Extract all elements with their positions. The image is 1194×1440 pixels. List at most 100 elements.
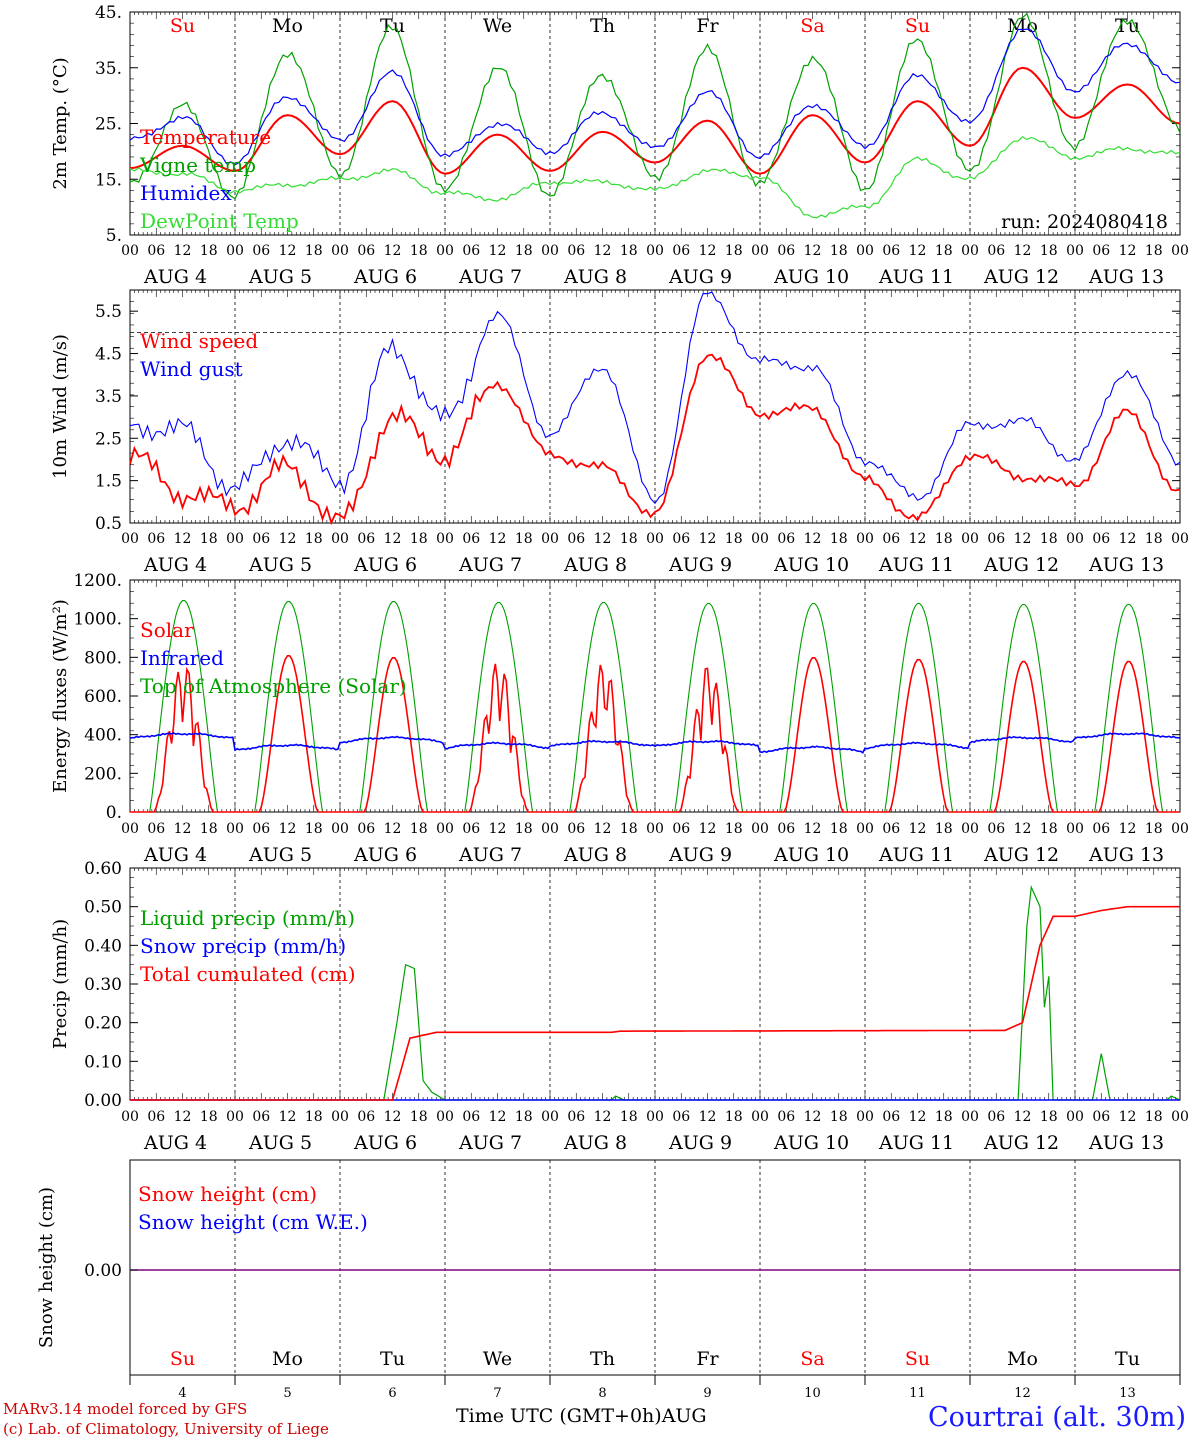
temp-panel-hour-label: 00 — [331, 243, 349, 259]
temp-weekday: Sa — [800, 15, 824, 37]
precip-panel-hour-label: 12 — [279, 1109, 297, 1125]
energy-panel-hour-label: 06 — [777, 821, 795, 837]
wind-panel-hour-label: 18 — [725, 531, 743, 547]
energy-panel-ytick-label: 600. — [84, 687, 122, 707]
wind-panel-hour-label: 18 — [620, 531, 638, 547]
energy-panel-hour-label: 12 — [489, 821, 507, 837]
precip-panel-hour-label: 00 — [121, 1109, 139, 1125]
precip-panel-hour-label: 12 — [489, 1109, 507, 1125]
wind-panel-hour-label: 00 — [121, 531, 139, 547]
wind-panel-hour-label: 06 — [672, 531, 690, 547]
wind-legend-0: Wind speed — [140, 329, 258, 353]
precip-legend-2: Total cumulated (cm) — [140, 962, 356, 986]
precip-panel-hour-label: 18 — [830, 1109, 848, 1125]
energy-panel-date-label: AUG 10 — [773, 844, 849, 866]
energy-panel-hour-label: 06 — [987, 821, 1005, 837]
precip-panel-hour-label: 12 — [1014, 1109, 1032, 1125]
precip-panel-hour-label: 06 — [462, 1109, 480, 1125]
energy-panel-ylabel: Energy fluxes (W/m²) — [50, 599, 71, 793]
wind-panel-hour-label: 00 — [856, 531, 874, 547]
precip-panel-hour-label: 06 — [672, 1109, 690, 1125]
temp-panel-hour-label: 18 — [515, 243, 533, 259]
temp-panel-hour-label: 00 — [856, 243, 874, 259]
wind-panel-hour-label: 06 — [147, 531, 165, 547]
precip-panel-hour-label: 18 — [1040, 1109, 1058, 1125]
temp-panel-hour-label: 00 — [1066, 243, 1084, 259]
precip-panel-hour-label: 12 — [1119, 1109, 1137, 1125]
wind-panel-hour-label: 18 — [305, 531, 323, 547]
precip-series-total — [130, 905, 1180, 1101]
wind-panel-ytick-label: 4.5 — [95, 345, 122, 365]
bottom-day-number: 5 — [283, 1386, 291, 1401]
energy-legend-1: Infrared — [140, 646, 224, 670]
energy-panel-hour-label: 00 — [646, 821, 664, 837]
wind-panel-date-label: AUG 12 — [983, 554, 1059, 576]
energy-panel-hour-label: 18 — [830, 821, 848, 837]
energy-panel-hour-label: 06 — [147, 821, 165, 837]
wind-panel-hour-label: 06 — [357, 531, 375, 547]
temp-panel-ytick-label: 45. — [95, 3, 122, 23]
energy-panel-date-label: AUG 8 — [563, 844, 627, 866]
precip-panel-ylabel: Precip (mm/h) — [50, 919, 71, 1049]
temp-panel-hour-label: 12 — [174, 243, 192, 259]
energy-panel-hour-label: 06 — [252, 821, 270, 837]
temp-panel-hour-label: 12 — [909, 243, 927, 259]
precip-panel-ytick-label: 0.20 — [84, 1014, 122, 1034]
temp-panel-ytick-label: 15. — [95, 170, 122, 190]
precip-panel-hour-label: 12 — [384, 1109, 402, 1125]
wind-panel-date-label: AUG 13 — [1088, 554, 1164, 576]
temp-panel-date-label: AUG 10 — [773, 266, 849, 288]
wind-panel-hour-label: 12 — [699, 531, 717, 547]
wind-panel-hour-label: 06 — [777, 531, 795, 547]
energy-panel-hour-label: 18 — [1040, 821, 1058, 837]
temp-panel-hour-label: 12 — [594, 243, 612, 259]
energy-panel-ytick-label: 200. — [84, 764, 122, 784]
temp-panel-hour-label: 12 — [489, 243, 507, 259]
snow-legend-0: Snow height (cm) — [138, 1182, 317, 1206]
precip-panel-hour-label: 00 — [961, 1109, 979, 1125]
energy-panel-ytick-label: 800. — [84, 648, 122, 668]
energy-panel-hour-label: 12 — [279, 821, 297, 837]
temp-panel-hour-label: 06 — [672, 243, 690, 259]
energy-panel-hour-label: 00 — [121, 821, 139, 837]
temp-series-2 — [129, 28, 1181, 166]
wind-panel-ylabel: 10m Wind (m/s) — [50, 334, 71, 479]
temp-weekday: Mo — [272, 15, 303, 37]
temp-panel-hour-label: 18 — [935, 243, 953, 259]
snow-weekday: Th — [590, 1348, 615, 1370]
wind-panel-hour-label: 18 — [515, 531, 533, 547]
wind-panel-date-label: AUG 4 — [143, 554, 207, 576]
energy-panel-hour-label: 18 — [1145, 821, 1163, 837]
bottom-day-number: 13 — [1119, 1386, 1136, 1401]
energy-panel-hour-label: 00 — [751, 821, 769, 837]
wind-panel-hour-label: 06 — [987, 531, 1005, 547]
wind-panel-hour-label: 06 — [882, 531, 900, 547]
energy-panel-hour-label: 18 — [305, 821, 323, 837]
wind-panel-hour-label: 00 — [751, 531, 769, 547]
temp-series-0 — [129, 66, 1181, 175]
precip-panel-hour-label: 06 — [777, 1109, 795, 1125]
precip-panel-date-label: AUG 12 — [983, 1132, 1059, 1154]
model-credit: MARv3.14 model forced by GFS — [3, 1400, 248, 1418]
energy-panel-hour-label: 00 — [226, 821, 244, 837]
precip-panel-hour-label: 12 — [594, 1109, 612, 1125]
wind-panel-ytick-label: 1.5 — [95, 472, 122, 492]
energy-panel-date-label: AUG 7 — [458, 844, 522, 866]
temp-panel-date-label: AUG 13 — [1088, 266, 1164, 288]
energy-panel-ytick-label: 1000. — [73, 610, 122, 630]
wind-panel-hour-label: 18 — [200, 531, 218, 547]
snow-weekday: Tu — [380, 1348, 405, 1370]
snow-weekday: Sa — [800, 1348, 824, 1370]
bottom-day-number: 4 — [178, 1386, 186, 1401]
precip-panel-hour-label: 06 — [567, 1109, 585, 1125]
precip-panel-hour-label: 00 — [226, 1109, 244, 1125]
temp-panel-hour-label: 12 — [1119, 243, 1137, 259]
precip-panel-date-label: AUG 10 — [773, 1132, 849, 1154]
energy-panel-hour-label: 06 — [672, 821, 690, 837]
precip-panel-ytick-label: 0.40 — [84, 936, 122, 956]
temp-panel-hour-label: 06 — [567, 243, 585, 259]
time-axis-label: Time UTC (GMT+0h)AUG — [456, 1405, 707, 1427]
energy-panel-hour-label: 18 — [515, 821, 533, 837]
wind-panel-hour-label: 00 — [961, 531, 979, 547]
precip-panel-hour-label: 00 — [751, 1109, 769, 1125]
